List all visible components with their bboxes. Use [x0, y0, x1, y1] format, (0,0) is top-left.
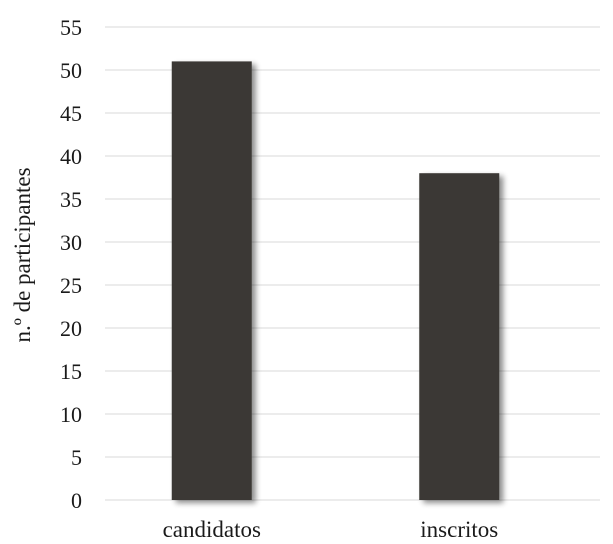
- y-tick-label: 15: [60, 359, 82, 384]
- y-tick-label: 10: [60, 402, 82, 427]
- y-tick-label: 20: [60, 316, 82, 341]
- y-tick-label: 35: [60, 187, 82, 212]
- y-tick-label: 5: [71, 445, 82, 470]
- y-axis-title: n.º de participantes: [10, 167, 35, 342]
- x-category-label: candidatos: [163, 517, 261, 542]
- y-tick-label: 50: [60, 58, 82, 83]
- y-tick-label: 40: [60, 144, 82, 169]
- y-tick-label: 45: [60, 101, 82, 126]
- bar-inscritos: [419, 173, 500, 500]
- bars: [171, 61, 500, 501]
- y-axis-ticks: 0 5 10 15 20 25 30 35 40 45 50 55: [60, 15, 82, 513]
- y-tick-label: 30: [60, 230, 82, 255]
- y-tick-label: 0: [71, 488, 82, 513]
- y-tick-label: 55: [60, 15, 82, 40]
- x-category-label: inscritos: [420, 517, 498, 542]
- bar-candidatos: [171, 61, 252, 501]
- y-tick-label: 25: [60, 273, 82, 298]
- x-axis-categories: candidatos inscritos: [163, 517, 499, 542]
